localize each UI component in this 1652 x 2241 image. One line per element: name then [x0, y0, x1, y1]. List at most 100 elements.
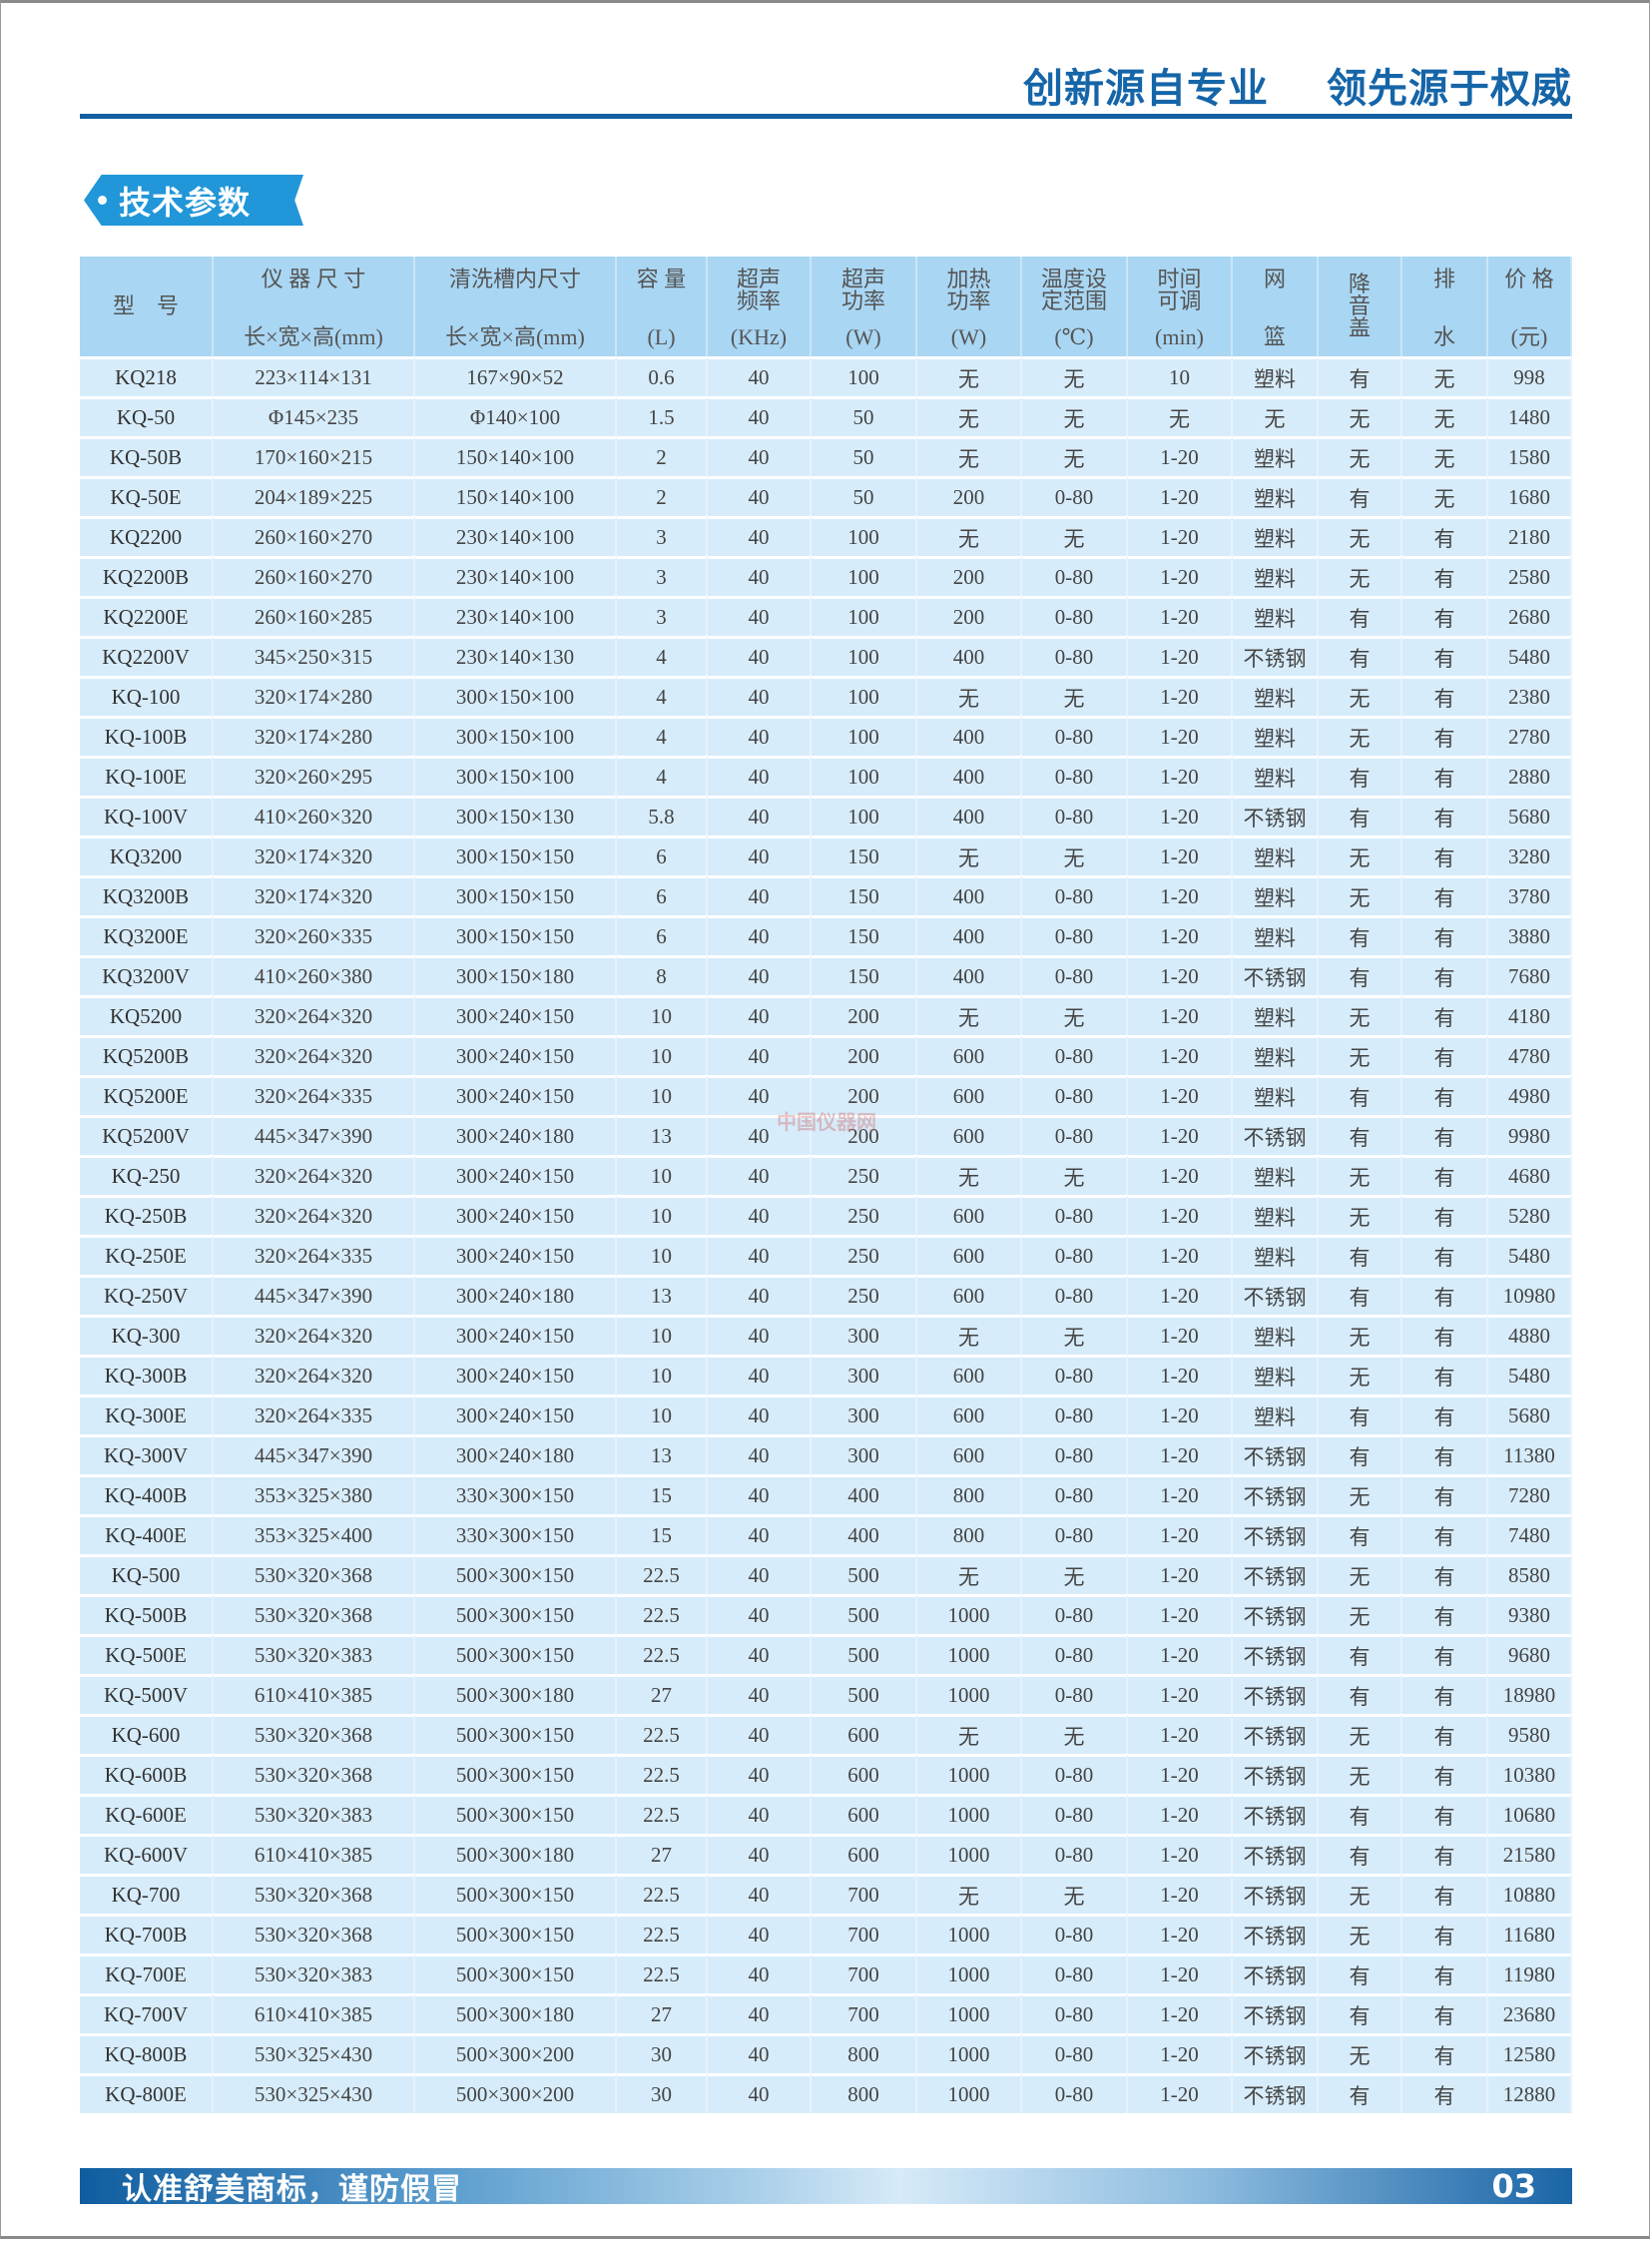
- table-cell: 12580: [1488, 2033, 1572, 2073]
- table-cell: 有: [1402, 1874, 1488, 1914]
- table-cell: 无: [1022, 1155, 1128, 1195]
- bullet-dot-icon: [98, 196, 107, 205]
- table-cell: 600: [917, 1355, 1022, 1395]
- table-cell: 1-20: [1128, 1634, 1233, 1674]
- table-row: KQ-800B 530×325×430 500×300×200 30 40 800 1000…: [80, 2033, 1572, 2073]
- table-cell: 有: [1402, 1155, 1488, 1195]
- table-cell: 40: [708, 836, 812, 875]
- table-cell: 150: [812, 836, 917, 875]
- table-cell: 10980: [1488, 1275, 1572, 1315]
- table-cell: 塑料: [1233, 476, 1319, 516]
- table-cell: 300: [812, 1355, 917, 1395]
- table-cell: 有: [1402, 836, 1488, 875]
- table-cell: 0-80: [1022, 1834, 1128, 1874]
- table-cell: 100: [812, 356, 917, 396]
- table-cell: 330×300×150: [415, 1474, 617, 1514]
- table-cell: 1-20: [1128, 1834, 1233, 1874]
- table-cell: 40: [708, 875, 812, 915]
- table-cell: 塑料: [1233, 1315, 1319, 1355]
- model-cell: KQ5200B: [80, 1035, 214, 1075]
- table-cell: 1-20: [1128, 1714, 1233, 1754]
- table-cell: 不锈钢: [1233, 1554, 1319, 1594]
- table-cell: 无: [1319, 875, 1402, 915]
- table-cell: 300×150×100: [415, 716, 617, 756]
- table-cell: 40: [708, 2073, 812, 2113]
- model-cell: KQ-100V: [80, 796, 214, 836]
- table-cell: 300×150×150: [415, 836, 617, 875]
- table-cell: 有: [1402, 516, 1488, 556]
- table-cell: 530×320×383: [214, 1794, 415, 1834]
- page-number: 03: [1491, 2167, 1536, 2205]
- table-row: KQ5200 320×264×320 300×240×150 10 40 200 无无 1-2…: [80, 995, 1572, 1035]
- table-cell: 1000: [917, 2033, 1022, 2073]
- column-header-bottom: 水: [1432, 324, 1455, 349]
- table-cell: 40: [708, 1075, 812, 1115]
- table-cell: 27: [617, 1993, 708, 2033]
- table-cell: 有: [1402, 1554, 1488, 1594]
- table-cell: 610×410×385: [214, 1674, 415, 1714]
- table-cell: 40: [708, 1474, 812, 1514]
- header-slogan: 创新源自专业 领先源于权威: [1023, 56, 1572, 114]
- table-cell: 0-80: [1022, 1395, 1128, 1434]
- table-cell: 1.5: [617, 396, 708, 436]
- table-cell: 不锈钢: [1233, 1914, 1319, 1954]
- table-cell: 500×300×200: [415, 2033, 617, 2073]
- table-cell: 1-20: [1128, 1594, 1233, 1634]
- table-cell: 1-20: [1128, 836, 1233, 875]
- table-cell: 40: [708, 1434, 812, 1474]
- table-cell: 7480: [1488, 1514, 1572, 1554]
- table-cell: 200: [917, 476, 1022, 516]
- table-cell: 有: [1402, 1993, 1488, 2033]
- table-cell: 40: [708, 1275, 812, 1315]
- table-cell: 320×264×320: [214, 1195, 415, 1235]
- table-cell: 2380: [1488, 676, 1572, 716]
- table-cell: 1000: [917, 1674, 1022, 1714]
- table-cell: 200: [812, 1075, 917, 1115]
- column-header-top: 容 量: [636, 267, 687, 291]
- table-cell: 有: [1402, 1634, 1488, 1674]
- model-cell: KQ-100E: [80, 756, 214, 796]
- table-cell: 有: [1319, 796, 1402, 836]
- table-cell: 1-20: [1128, 1754, 1233, 1794]
- table-cell: 22.5: [617, 1914, 708, 1954]
- table-cell: 500: [812, 1594, 917, 1634]
- table-cell: 有: [1402, 1035, 1488, 1075]
- table-cell: 800: [812, 2073, 917, 2113]
- table-cell: 无: [1319, 676, 1402, 716]
- model-cell: KQ-700V: [80, 1993, 214, 2033]
- table-cell: 无: [917, 1874, 1022, 1914]
- table-cell: 有: [1402, 1115, 1488, 1155]
- table-cell: 345×250×315: [214, 636, 415, 676]
- table-cell: 4980: [1488, 1075, 1572, 1115]
- model-cell: KQ-250E: [80, 1235, 214, 1275]
- table-cell: 1000: [917, 1594, 1022, 1634]
- table-cell: 100: [812, 556, 917, 596]
- column-header-top: 超声 功率: [840, 267, 885, 313]
- table-cell: 无: [1022, 1315, 1128, 1355]
- table-cell: 无: [1022, 356, 1128, 396]
- table-row: KQ2200B 260×160×270 230×140×100 3 40 100 200 0-…: [80, 556, 1572, 596]
- table-cell: 6: [617, 836, 708, 875]
- table-cell: 无: [1319, 516, 1402, 556]
- column-header: 网篮: [1233, 257, 1319, 356]
- table-cell: 10: [617, 1035, 708, 1075]
- table-cell: 无: [1022, 436, 1128, 476]
- table-cell: 300×150×130: [415, 796, 617, 836]
- table-cell: 有: [1319, 756, 1402, 796]
- table-cell: 600: [812, 1714, 917, 1754]
- table-cell: 320×174×280: [214, 716, 415, 756]
- table-cell: 600: [917, 1235, 1022, 1275]
- column-header: 超声 功率 (W): [812, 257, 917, 356]
- table-cell: 500×300×150: [415, 1874, 617, 1914]
- table-cell: 400: [917, 636, 1022, 676]
- table-cell: 300×240×150: [415, 1355, 617, 1395]
- table-cell: 无: [1022, 995, 1128, 1035]
- table-cell: 无: [1319, 1355, 1402, 1395]
- watermark: 中国仪器网: [777, 1110, 876, 1134]
- table-cell: 有: [1402, 1315, 1488, 1355]
- table-cell: 50: [812, 476, 917, 516]
- table-cell: 有: [1402, 1474, 1488, 1514]
- table-cell: 有: [1402, 2073, 1488, 2113]
- table-cell: 500×300×150: [415, 1914, 617, 1954]
- table-cell: 1-20: [1128, 1474, 1233, 1514]
